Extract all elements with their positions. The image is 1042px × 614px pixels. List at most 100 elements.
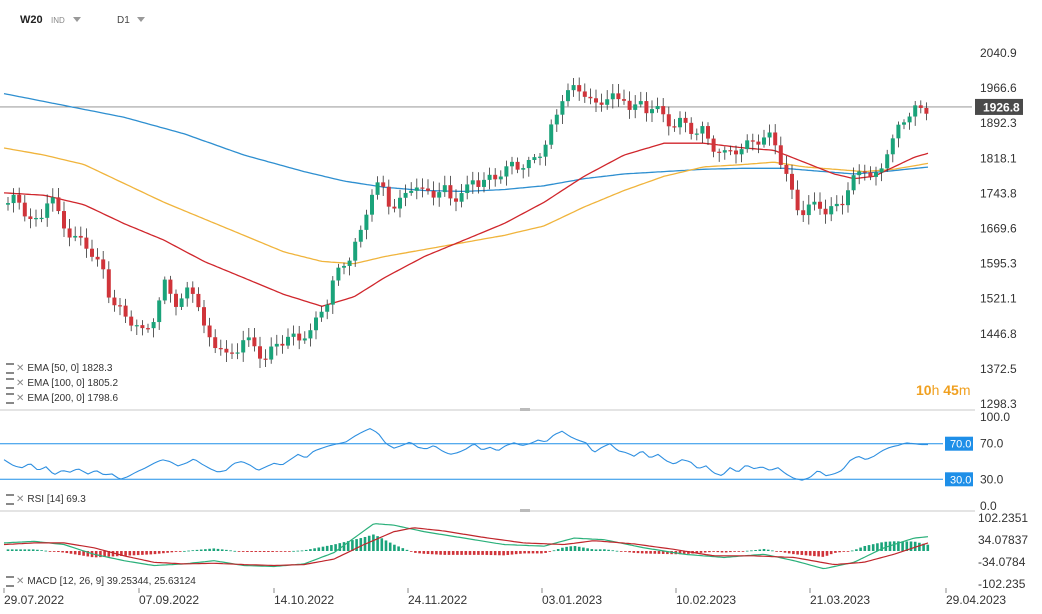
candle-body xyxy=(510,161,514,167)
candle-body xyxy=(610,93,615,100)
macd-histogram-bar xyxy=(376,536,379,552)
candle-body xyxy=(129,316,134,326)
macd-histogram-bar xyxy=(153,551,157,555)
macd-histogram-bar xyxy=(451,551,455,555)
candle-body xyxy=(857,171,862,176)
time-axis-tick: 24.11.2022 xyxy=(408,593,467,607)
candle-body xyxy=(538,156,542,158)
timeframe-dropdown-caret-icon[interactable] xyxy=(137,17,145,22)
candle-body xyxy=(498,176,503,180)
time-axis-tick: 14.10.2022 xyxy=(274,593,334,607)
macd-histogram-bar xyxy=(796,551,799,555)
macd-histogram-bar xyxy=(304,549,308,551)
candle-body xyxy=(291,333,296,337)
macd-histogram-bar xyxy=(275,551,279,552)
macd-histogram-bar xyxy=(909,541,913,551)
macd-histogram-bar xyxy=(913,541,917,551)
macd-histogram-bar xyxy=(204,549,207,551)
candle-body xyxy=(812,201,817,205)
close-icon[interactable]: ✕ xyxy=(16,576,25,588)
settings-lines-icon[interactable] xyxy=(6,378,14,389)
macd-histogram-bar xyxy=(367,535,371,552)
macd-histogram-bar xyxy=(174,551,178,552)
macd-histogram-bar xyxy=(775,551,778,552)
candle-body xyxy=(504,166,509,177)
macd-histogram-bar xyxy=(69,551,73,554)
legend-ema50[interactable]: ✕ EMA [50, 0] 1828.3 xyxy=(6,363,112,374)
macd-histogram-bar xyxy=(447,551,451,555)
macd-histogram-bar xyxy=(615,550,619,552)
macd-axis-tick: 34.07837 xyxy=(978,533,1028,547)
macd-histogram-bar xyxy=(292,550,295,552)
macd-histogram-bar xyxy=(859,547,862,551)
candle-body xyxy=(594,98,598,103)
macd-histogram-bar xyxy=(380,538,384,551)
candle-body xyxy=(549,124,554,145)
macd-histogram-bar xyxy=(334,544,337,552)
close-icon[interactable]: ✕ xyxy=(16,494,25,506)
candle-body xyxy=(325,304,330,312)
macd-histogram-bar xyxy=(397,546,400,551)
legend-macd[interactable]: ✕ MACD [12, 26, 9] 39.25344, 25.63124 xyxy=(6,576,196,587)
macd-histogram-bar xyxy=(111,551,115,557)
macd-histogram-bar xyxy=(271,551,274,552)
candle-body xyxy=(487,174,492,180)
candle-body xyxy=(773,132,778,146)
candle-body xyxy=(381,182,386,187)
candle-body xyxy=(62,211,66,229)
macd-histogram-bar xyxy=(926,544,930,551)
settings-lines-icon[interactable] xyxy=(6,393,14,404)
settings-lines-icon[interactable] xyxy=(6,494,14,505)
candle-body xyxy=(190,287,195,294)
timeframe-selector[interactable]: D1 xyxy=(117,15,130,26)
macd-histogram-bar xyxy=(220,549,224,551)
legend-ema100[interactable]: ✕ EMA [100, 0] 1805.2 xyxy=(6,378,118,389)
price-axis-tick: 1966.6 xyxy=(980,81,1017,95)
macd-histogram-bar xyxy=(762,548,766,551)
legend-rsi[interactable]: ✕ RSI [14] 69.3 xyxy=(6,494,86,505)
candle-body xyxy=(342,265,346,268)
close-icon[interactable]: ✕ xyxy=(16,378,25,390)
candle-body xyxy=(358,229,363,242)
candle-body xyxy=(274,343,279,347)
candle-body xyxy=(319,311,324,318)
candle-body xyxy=(459,193,464,202)
macd-histogram-bar xyxy=(645,551,648,554)
candle-body xyxy=(106,269,111,298)
candle-body xyxy=(465,184,470,194)
candle-body xyxy=(638,101,643,105)
legend-ema200[interactable]: ✕ EMA [200, 0] 1798.6 xyxy=(6,393,118,404)
candle-body xyxy=(302,338,307,341)
macd-histogram-bar xyxy=(330,545,333,551)
settings-lines-icon[interactable] xyxy=(6,363,14,374)
candle-body xyxy=(806,204,811,216)
macd-histogram-bar xyxy=(590,549,594,551)
candle-body xyxy=(263,358,268,360)
candle-body xyxy=(795,189,800,211)
macd-histogram-bar xyxy=(649,551,652,554)
price-axis-tick: 1669.6 xyxy=(980,222,1017,236)
macd-histogram-bar xyxy=(598,549,602,551)
candle-body xyxy=(45,203,50,218)
close-icon[interactable]: ✕ xyxy=(16,363,25,375)
macd-histogram-bar xyxy=(254,551,258,552)
rsi-level-label: 30.0 xyxy=(950,474,971,486)
macd-histogram-bar xyxy=(191,550,195,552)
macd-histogram-bar xyxy=(443,551,447,555)
macd-histogram-bar xyxy=(19,549,22,552)
settings-lines-icon[interactable] xyxy=(6,576,14,587)
price-axis-tick: 1298.3 xyxy=(980,397,1017,411)
macd-histogram-bar xyxy=(754,549,757,551)
candle-body xyxy=(409,190,414,193)
symbol-dropdown-caret-icon[interactable] xyxy=(73,17,81,22)
macd-histogram-bar xyxy=(103,551,106,557)
macd-histogram-bar xyxy=(922,543,925,551)
rsi-axis-tick: 0.0 xyxy=(980,499,997,513)
close-icon[interactable]: ✕ xyxy=(16,393,25,405)
candle-body xyxy=(11,194,16,204)
candle-body xyxy=(616,93,621,100)
macd-histogram-bar xyxy=(225,549,228,551)
symbol-selector[interactable]: W20 xyxy=(20,14,43,26)
